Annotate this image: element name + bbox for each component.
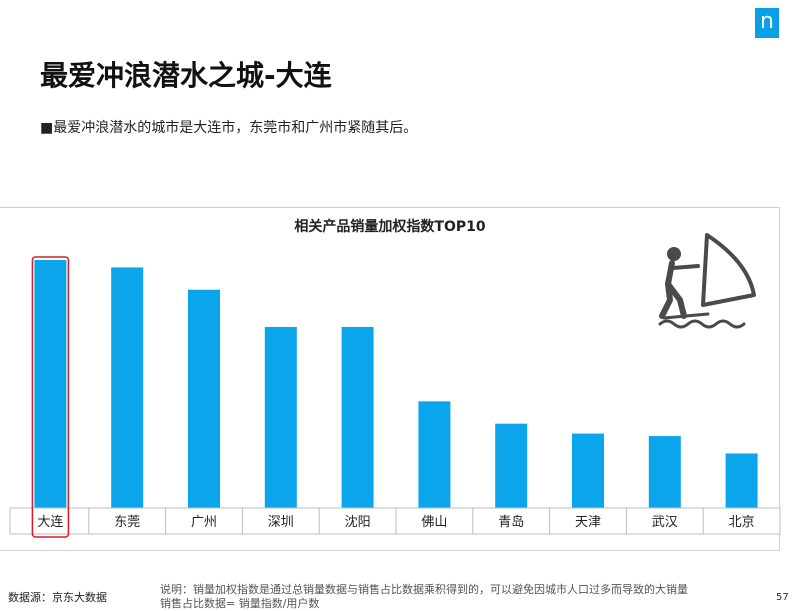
tick-label-1: 东莞 [114, 515, 140, 530]
footnote-line-1: 说明：销量加权指数是通过总销量数据与销售占比数据乘积得到的，可以避免因城市人口过… [160, 583, 688, 596]
tick-label-9: 北京 [729, 515, 755, 530]
highlight-outline [31, 256, 70, 538]
tick-label-0: 大连 [37, 514, 63, 530]
bar-8 [648, 436, 681, 508]
bar-1 [111, 267, 144, 508]
category-labels: 大连 东莞 广州 深圳 沈阳 佛山 青岛 天津 武汉 北京 [31, 256, 755, 538]
footnote-line-2: 销售占比数据= 销量指数/用户数 [160, 597, 320, 610]
page-title: 最爱冲浪潜水之城-大连 [40, 59, 332, 92]
footnote: 说明：销量加权指数是通过总销量数据与销售占比数据乘积得到的，可以避免因城市人口过… [160, 583, 740, 611]
windsurfing-icon [658, 233, 756, 329]
bar-4 [341, 326, 374, 508]
category-axis [9, 507, 781, 535]
bar-9 [725, 453, 758, 508]
tick-label-5: 佛山 [421, 515, 447, 530]
bar-6 [495, 423, 528, 508]
bar-0 [34, 260, 67, 508]
tick-label-3: 深圳 [268, 515, 294, 530]
bar-5 [418, 401, 451, 508]
brand-logo: n [755, 8, 779, 38]
category-row [9, 507, 781, 535]
tick-label-6: 青岛 [498, 514, 524, 530]
summary-bullet: ■最爱冲浪潜水的城市是大连市，东莞市和广州市紧随其后。 [40, 120, 418, 136]
bar-3 [264, 326, 297, 508]
tick-label-7: 天津 [575, 515, 601, 530]
page-number: 57 [776, 592, 789, 603]
tick-label-2: 广州 [191, 515, 217, 530]
bar-group [34, 260, 758, 508]
data-source: 数据源：京东大数据 [8, 591, 107, 604]
bar-7 [572, 433, 604, 508]
tick-label-4: 沈阳 [345, 515, 371, 530]
chart-title: 相关产品销量加权指数TOP10 [294, 219, 486, 235]
tick-label-8: 武汉 [652, 515, 678, 530]
bar-2 [188, 289, 220, 508]
